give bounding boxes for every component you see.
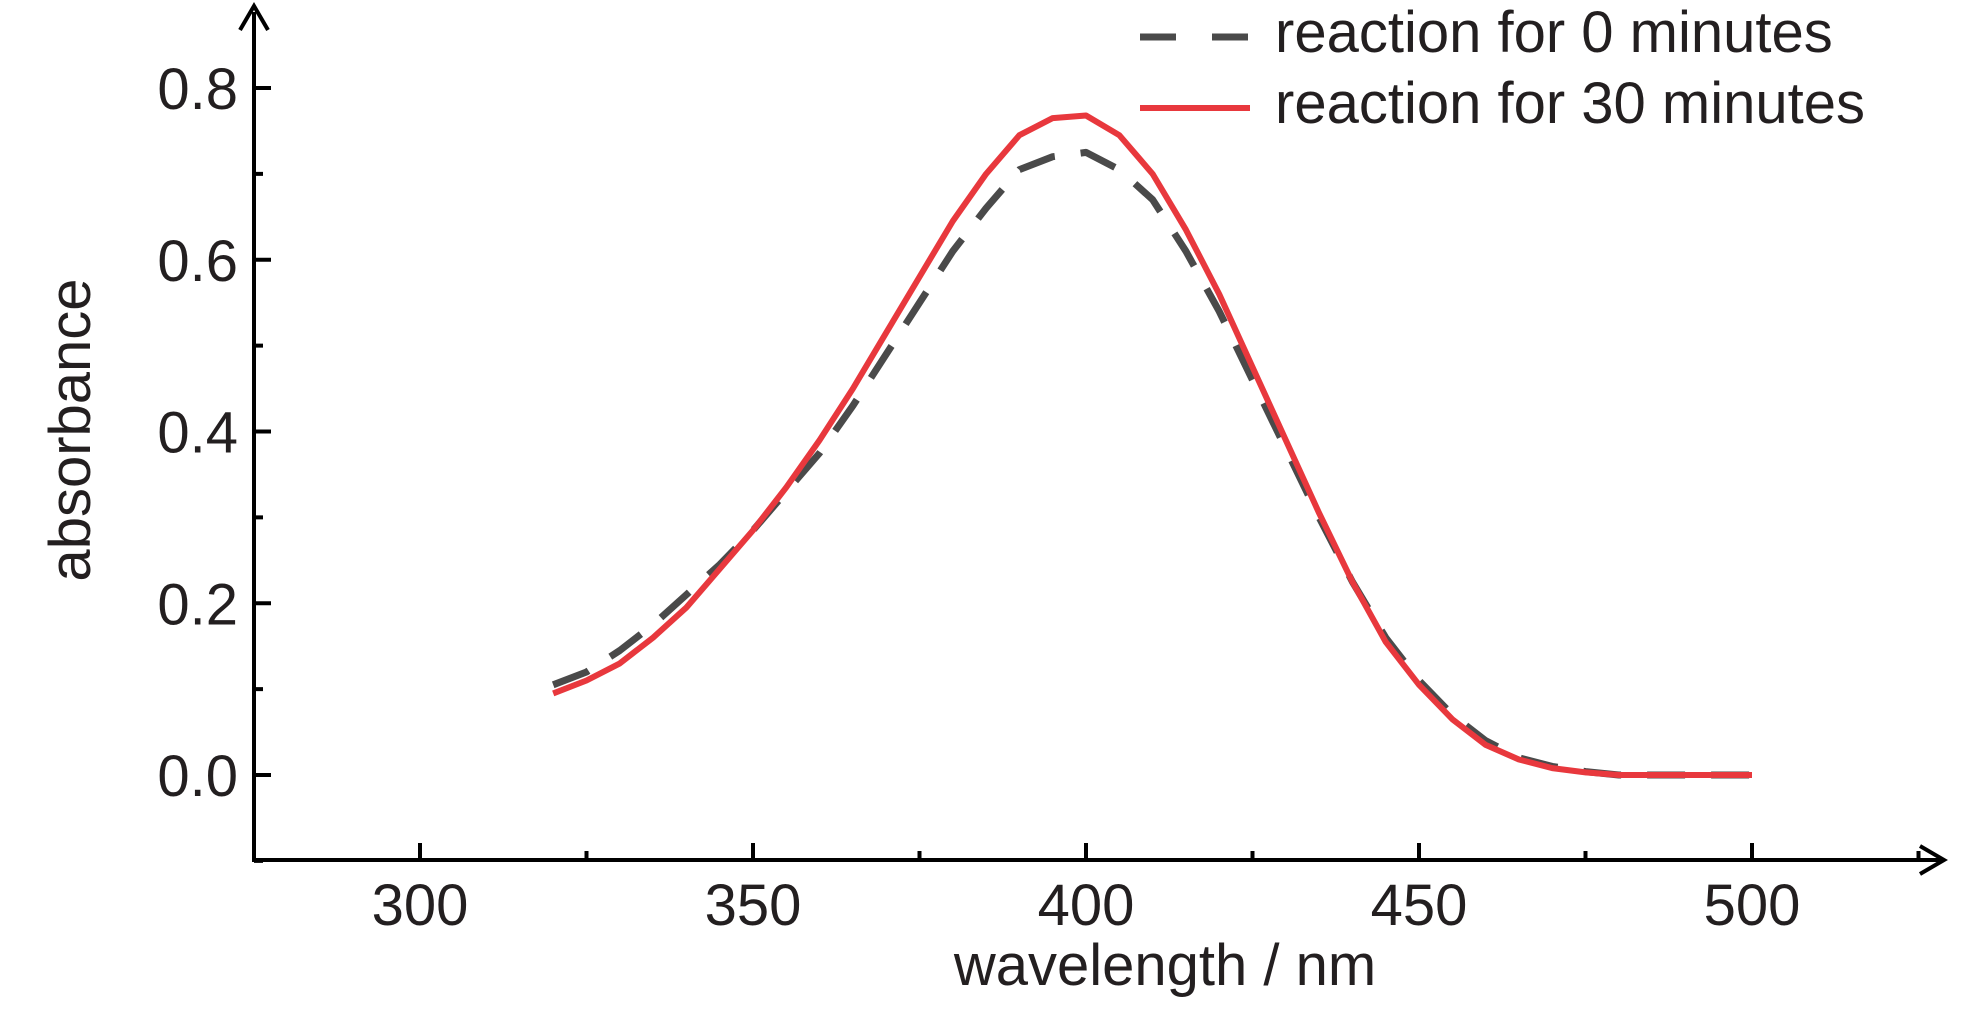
y-tick-label-0.6: 0.6 [157, 229, 238, 294]
y-axis-arrow [238, 2, 270, 32]
y-ticks: 0.0 0.2 0.4 0.6 0.8 [157, 57, 271, 863]
y-tick-label-0.0: 0.0 [157, 744, 238, 809]
y-tick-label-0.2: 0.2 [157, 572, 238, 637]
x-tick-label-350: 350 [705, 873, 802, 938]
y-tick-label-0.4: 0.4 [157, 401, 238, 466]
y-axis-title: absorbance [38, 278, 103, 581]
series-line-1 [552, 112, 1752, 778]
x-axis-arrow [1918, 844, 1948, 876]
series-layer [551, 112, 1752, 779]
x-tick-label-300: 300 [372, 873, 469, 938]
x-tick-label-450: 450 [1371, 873, 1468, 938]
axes [238, 2, 1948, 876]
x-ticks: 300 350 400 450 500 [372, 843, 1921, 938]
legend-label-0-minutes: reaction for 0 minutes [1275, 0, 1833, 65]
x-tick-label-500: 500 [1704, 873, 1801, 938]
x-axis-title: wavelength / nm [953, 933, 1376, 998]
series-line-0 [551, 148, 1752, 779]
x-tick-label-400: 400 [1038, 873, 1135, 938]
legend-label-30-minutes: reaction for 30 minutes [1275, 71, 1865, 136]
y-tick-label-0.8: 0.8 [157, 57, 238, 122]
legend: reaction for 0 minutes reaction for 30 m… [1140, 0, 1865, 136]
